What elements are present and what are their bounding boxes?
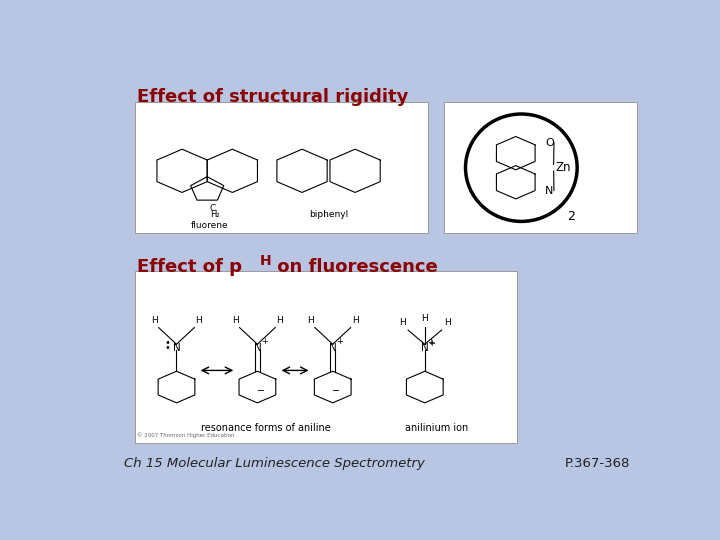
Text: 2: 2 <box>567 210 575 223</box>
Text: ─: ─ <box>257 386 263 396</box>
Text: Ch 15 Molecular Luminescence Spectrometry: Ch 15 Molecular Luminescence Spectrometr… <box>124 457 425 470</box>
Text: H: H <box>276 316 283 325</box>
Bar <box>135 271 517 443</box>
Text: resonance forms of aniline: resonance forms of aniline <box>201 423 330 433</box>
Text: H: H <box>307 316 314 325</box>
Text: H₂: H₂ <box>210 210 220 219</box>
Text: P.367-368: P.367-368 <box>565 457 631 470</box>
Text: H: H <box>444 318 451 327</box>
Text: N: N <box>173 342 181 353</box>
Text: fluorene: fluorene <box>192 221 229 231</box>
Bar <box>444 102 636 233</box>
Text: © 2007 Thomson Higher Education: © 2007 Thomson Higher Education <box>138 433 235 438</box>
Text: Effect of p: Effect of p <box>138 258 243 276</box>
Text: Effect of structural rigidity: Effect of structural rigidity <box>138 87 409 106</box>
Text: N: N <box>329 342 337 353</box>
Text: H: H <box>351 316 359 325</box>
Text: anilinium ion: anilinium ion <box>405 423 469 433</box>
Text: O: O <box>545 138 554 148</box>
Text: +: + <box>427 338 434 347</box>
Text: H: H <box>399 318 406 327</box>
Text: •: • <box>165 343 171 353</box>
Text: on fluorescence: on fluorescence <box>271 258 438 276</box>
Text: H: H <box>150 316 158 325</box>
Text: +: + <box>261 337 268 346</box>
Text: C: C <box>210 204 216 213</box>
Text: H: H <box>195 316 202 325</box>
Text: +: + <box>336 337 343 346</box>
Bar <box>135 102 428 233</box>
Text: •: • <box>165 339 171 348</box>
Text: N: N <box>545 186 554 195</box>
Text: ─: ─ <box>333 386 338 396</box>
Text: +: + <box>428 339 435 348</box>
Text: N: N <box>421 342 428 353</box>
Text: H: H <box>421 314 428 323</box>
Text: Zn: Zn <box>556 161 572 174</box>
Text: N: N <box>253 342 261 353</box>
Text: H: H <box>260 254 271 268</box>
Text: H: H <box>232 316 238 325</box>
Text: biphenyl: biphenyl <box>309 210 348 219</box>
